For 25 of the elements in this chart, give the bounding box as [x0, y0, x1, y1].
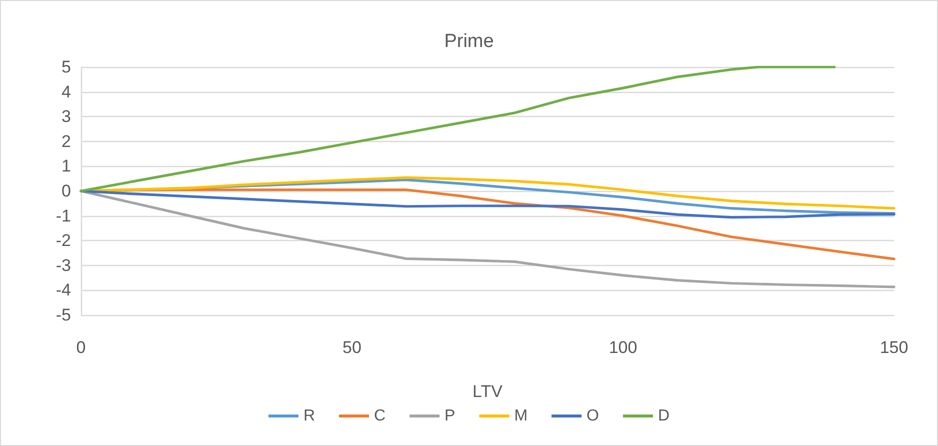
line-series — [80, 66, 836, 192]
y-tick-label: 1 — [62, 156, 71, 176]
y-tick-label: 3 — [62, 107, 71, 126]
legend-label: D — [658, 408, 670, 424]
y-tick-label: 0 — [62, 182, 71, 200]
y-tick-label: 5 — [62, 58, 71, 76]
y-tick-label: 2 — [62, 132, 71, 151]
y-tick-label: 4 — [62, 82, 71, 102]
x-axis-title: LTV — [472, 382, 504, 401]
y-tick-label: -5 — [56, 306, 71, 324]
chart-title: Prime — [444, 31, 494, 52]
y-tick-label: -3 — [56, 256, 71, 275]
legend-label: M — [514, 408, 528, 424]
legend-label: C — [374, 408, 386, 424]
y-tick-label: -4 — [56, 280, 71, 300]
y-tick-label: -1 — [56, 206, 71, 226]
legend-label: O — [586, 408, 600, 424]
x-tick-label: 100 — [608, 338, 638, 357]
line-series — [80, 190, 896, 219]
legend-label: P — [444, 408, 456, 424]
x-tick-label: 150 — [880, 338, 908, 357]
x-tick-label: 0 — [76, 338, 86, 357]
x-tick-label: 50 — [342, 338, 362, 357]
legend-label: R — [303, 408, 316, 424]
y-tick-label: -2 — [56, 231, 71, 250]
